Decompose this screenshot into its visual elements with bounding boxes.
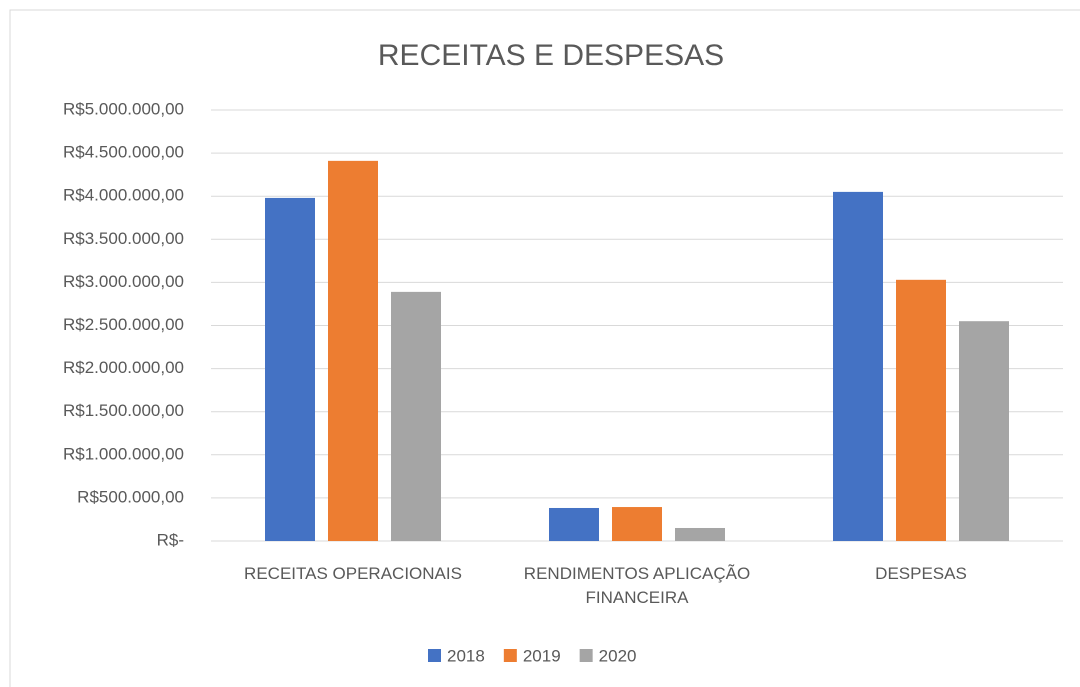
- bar: [549, 507, 599, 541]
- bar: [959, 321, 1009, 541]
- bar: [612, 507, 662, 541]
- y-tick-label: R$4.500.000,00: [63, 143, 184, 162]
- y-tick-label: R$2.500.000,00: [63, 315, 184, 334]
- y-tick-label: R$500.000,00: [77, 487, 184, 506]
- bar: [391, 291, 441, 541]
- y-tick-label: R$-: [157, 530, 184, 549]
- legend-label: 2019: [523, 646, 561, 665]
- y-tick-label: R$1.000.000,00: [63, 444, 184, 463]
- bar: [896, 279, 946, 541]
- bar: [328, 160, 378, 541]
- legend-swatch: [428, 649, 441, 662]
- y-tick-label: R$1.500.000,00: [63, 401, 184, 420]
- y-tick-label: R$5.000.000,00: [63, 99, 184, 118]
- y-tick-label: R$2.000.000,00: [63, 358, 184, 377]
- legend-swatch: [579, 649, 593, 662]
- x-tick-label: RECEITAS OPERACIONAIS: [244, 564, 462, 583]
- y-tick-label: R$3.500.000,00: [63, 229, 184, 248]
- bar: [265, 197, 315, 541]
- y-tick-label: R$4.000.000,00: [63, 186, 184, 205]
- legend-swatch: [503, 649, 517, 662]
- bar: [675, 527, 725, 541]
- x-tick-label: DESPESAS: [875, 564, 967, 583]
- legend-label: 2018: [447, 646, 485, 665]
- legend-label: 2020: [599, 646, 637, 665]
- y-tick-label: R$3.000.000,00: [63, 272, 184, 291]
- bar: [833, 191, 883, 541]
- chart-title: RECEITAS E DESPESAS: [378, 39, 724, 72]
- x-tick-label: RENDIMENTOS APLICAÇÃO FINANCEIRA: [523, 564, 751, 607]
